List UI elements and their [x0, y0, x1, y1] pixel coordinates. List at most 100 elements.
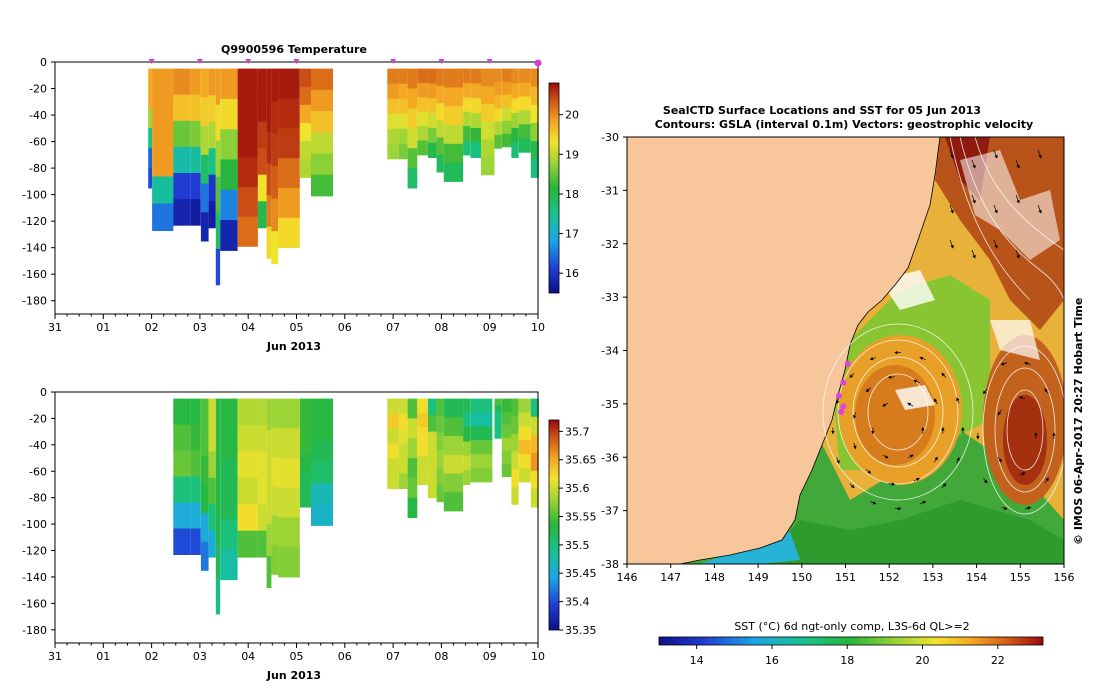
- sal-cell: [190, 450, 201, 478]
- temp-cell: [481, 139, 495, 158]
- velocity-arrow: [849, 373, 855, 378]
- temp-cell: [443, 143, 464, 164]
- temp-cell: [518, 96, 531, 111]
- sal-cell: [200, 427, 209, 457]
- sal-cell: [215, 470, 221, 507]
- velocity-arrow: [971, 159, 976, 169]
- map-lon-tick-label: 148: [704, 571, 725, 584]
- velocity-arrow: [941, 372, 947, 378]
- sal-cell: [470, 468, 493, 483]
- sal-x-tick-label: 05: [290, 650, 304, 663]
- temp-profile-29: [530, 68, 539, 178]
- velocity-arrow: [869, 356, 876, 361]
- sal-cell: [215, 506, 221, 543]
- sal-cell: [271, 486, 279, 517]
- sal-y-tick-label: -60: [29, 465, 47, 478]
- velocity-arrow: [1019, 472, 1026, 476]
- map-lat-tick-label: -30: [601, 131, 619, 144]
- sal-cell: [215, 434, 221, 471]
- sal-cell: [436, 467, 444, 485]
- sal-cell: [311, 483, 333, 505]
- map-lat-tick-label: -33: [601, 291, 619, 304]
- temp-cell: [470, 113, 481, 129]
- temp-cell: [501, 133, 512, 148]
- temp-cell: [152, 149, 174, 177]
- sal-cell: [266, 430, 272, 463]
- sal-cell: [271, 515, 279, 546]
- temp-cell: [208, 121, 216, 149]
- sal-cell: [200, 513, 209, 543]
- sal-cell: [494, 431, 502, 439]
- sal-cell: [398, 398, 408, 415]
- temp-profile-6: [215, 68, 221, 286]
- velocity-arrow: [949, 239, 954, 249]
- velocity-arrow: [993, 149, 998, 159]
- temp-cell: [271, 101, 279, 135]
- velocity-arrow: [933, 398, 938, 405]
- map-lat-tick-label: -36: [601, 451, 619, 464]
- sal-cell: [511, 398, 519, 417]
- sal-cell: [443, 417, 464, 437]
- temp-cell: [299, 123, 311, 142]
- temp-cell: [511, 68, 519, 84]
- sal-cb-tick-label: 35.35: [565, 624, 597, 637]
- temp-cell: [463, 111, 471, 127]
- velocity-arrow: [1037, 149, 1042, 159]
- sal-cell: [417, 441, 428, 457]
- temp-cell: [398, 83, 408, 100]
- temp-cell: [148, 168, 153, 189]
- temp-cell: [278, 98, 300, 129]
- temp-y-tick-label: -180: [22, 295, 47, 308]
- sal-cell: [237, 398, 258, 426]
- temp-cell: [278, 217, 300, 249]
- seal-location-dot: [840, 403, 847, 410]
- sal-cell: [470, 426, 493, 441]
- temp-profile-13: [299, 68, 311, 178]
- sal-cell: [387, 473, 399, 489]
- temp-cb-tick-label: 20: [565, 109, 579, 122]
- temp-cell: [443, 162, 464, 182]
- temp-cell: [299, 159, 311, 178]
- temp-cell: [518, 138, 531, 153]
- temp-x-tick-label: 01: [96, 321, 110, 334]
- map-title: SealCTD Surface Locations and SST for 05…: [663, 104, 981, 117]
- sal-cell: [257, 477, 267, 505]
- sal-cell: [237, 530, 258, 558]
- velocity-arrow: [949, 149, 954, 159]
- sal-cb-tick-label: 35.45: [565, 567, 597, 580]
- temp-cell: [530, 104, 539, 124]
- seal-location-dot: [840, 379, 847, 386]
- sal-cell: [208, 504, 216, 532]
- temp-profile-marker: [245, 59, 252, 64]
- sal-x-tick-label: 07: [386, 650, 400, 663]
- map-cb-tick-label: 18: [840, 654, 854, 667]
- temp-cell: [494, 134, 502, 149]
- velocity-arrow: [1000, 361, 1008, 366]
- velocity-arrow: [870, 501, 877, 505]
- sal-cell: [494, 398, 502, 406]
- temp-cell: [278, 128, 300, 159]
- temp-cell: [278, 68, 300, 99]
- velocity-arrow: [941, 483, 947, 489]
- temp-y-tick-label: 0: [40, 56, 47, 69]
- sal-cell: [299, 470, 311, 490]
- sal-y-tick-label: -160: [22, 597, 47, 610]
- sal-cell: [237, 425, 258, 452]
- temp-profile-24: [481, 68, 495, 176]
- temp-cb-tick-label: 16: [565, 267, 579, 280]
- sal-cell: [200, 398, 209, 428]
- map-colorbar: [658, 636, 1044, 646]
- sal-cell: [257, 530, 267, 558]
- map-subtitle: Contours: GSLA (interval 0.1m) Vectors: …: [655, 118, 1033, 131]
- velocity-arrow: [949, 204, 954, 214]
- temp-cell: [220, 189, 238, 221]
- velocity-arrow: [971, 194, 976, 204]
- sal-cell: [427, 481, 437, 499]
- temp-profile-12: [278, 68, 300, 249]
- velocity-arrow: [1044, 388, 1049, 394]
- sal-cell: [387, 458, 399, 474]
- temp-cell: [190, 94, 201, 122]
- temp-cell: [257, 174, 267, 202]
- temp-y-tick-label: -140: [22, 242, 47, 255]
- temp-cell: [443, 125, 464, 145]
